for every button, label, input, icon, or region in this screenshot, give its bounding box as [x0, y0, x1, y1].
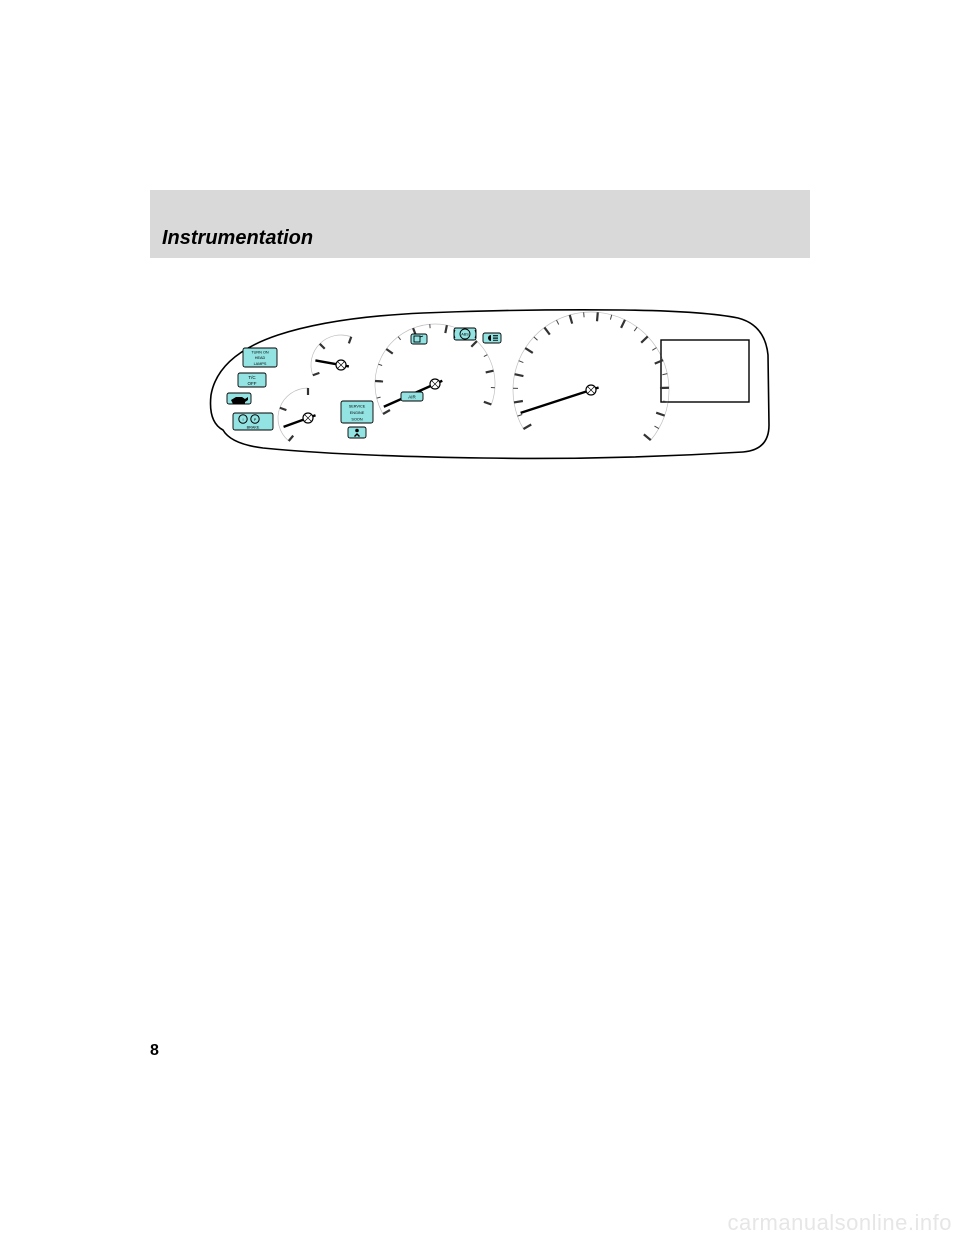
lamp-door-ajar — [411, 334, 427, 344]
lamp-abs: ABS — [454, 328, 476, 340]
svg-text:P: P — [254, 418, 257, 422]
instrument-cluster-diagram: TURN ON HEAD LAMPS T/COFF! P BRAKE SERVICE ENGI… — [183, 300, 783, 475]
lamp-brake: ! P BRAKE — [233, 413, 273, 430]
page-number: 8 — [150, 1042, 159, 1060]
svg-text:SOON: SOON — [351, 418, 362, 422]
lamp-oil — [227, 393, 251, 404]
lamp-high-beam — [483, 333, 501, 343]
svg-text:TURN ON: TURN ON — [251, 350, 269, 354]
svg-text:OFF: OFF — [248, 381, 257, 386]
svg-text:!: ! — [242, 418, 243, 422]
page-title: Instrumentation — [162, 227, 313, 250]
lamp-air-suspension: AIR — [401, 392, 423, 401]
lamp-service-engine: SERVICE ENGINE SOON — [341, 401, 373, 423]
header-bar: Instrumentation — [150, 190, 810, 258]
svg-text:LAMPS: LAMPS — [254, 362, 267, 366]
svg-text:T/C: T/C — [248, 375, 256, 380]
lamp-seatbelt — [348, 427, 366, 438]
svg-text:BRAKE: BRAKE — [247, 426, 260, 430]
svg-text:ABS: ABS — [461, 333, 469, 337]
svg-text:HEAD: HEAD — [255, 356, 266, 360]
svg-text:AIR: AIR — [408, 395, 416, 400]
svg-text:SERVICE: SERVICE — [349, 404, 366, 408]
svg-text:ENGINE: ENGINE — [350, 411, 365, 415]
footer-watermark: carmanualsonline.info — [727, 1210, 952, 1236]
lamp-tc-off: T/COFF — [238, 373, 266, 387]
lamp-turn-on-headlamps: TURN ON HEAD LAMPS — [243, 348, 277, 367]
